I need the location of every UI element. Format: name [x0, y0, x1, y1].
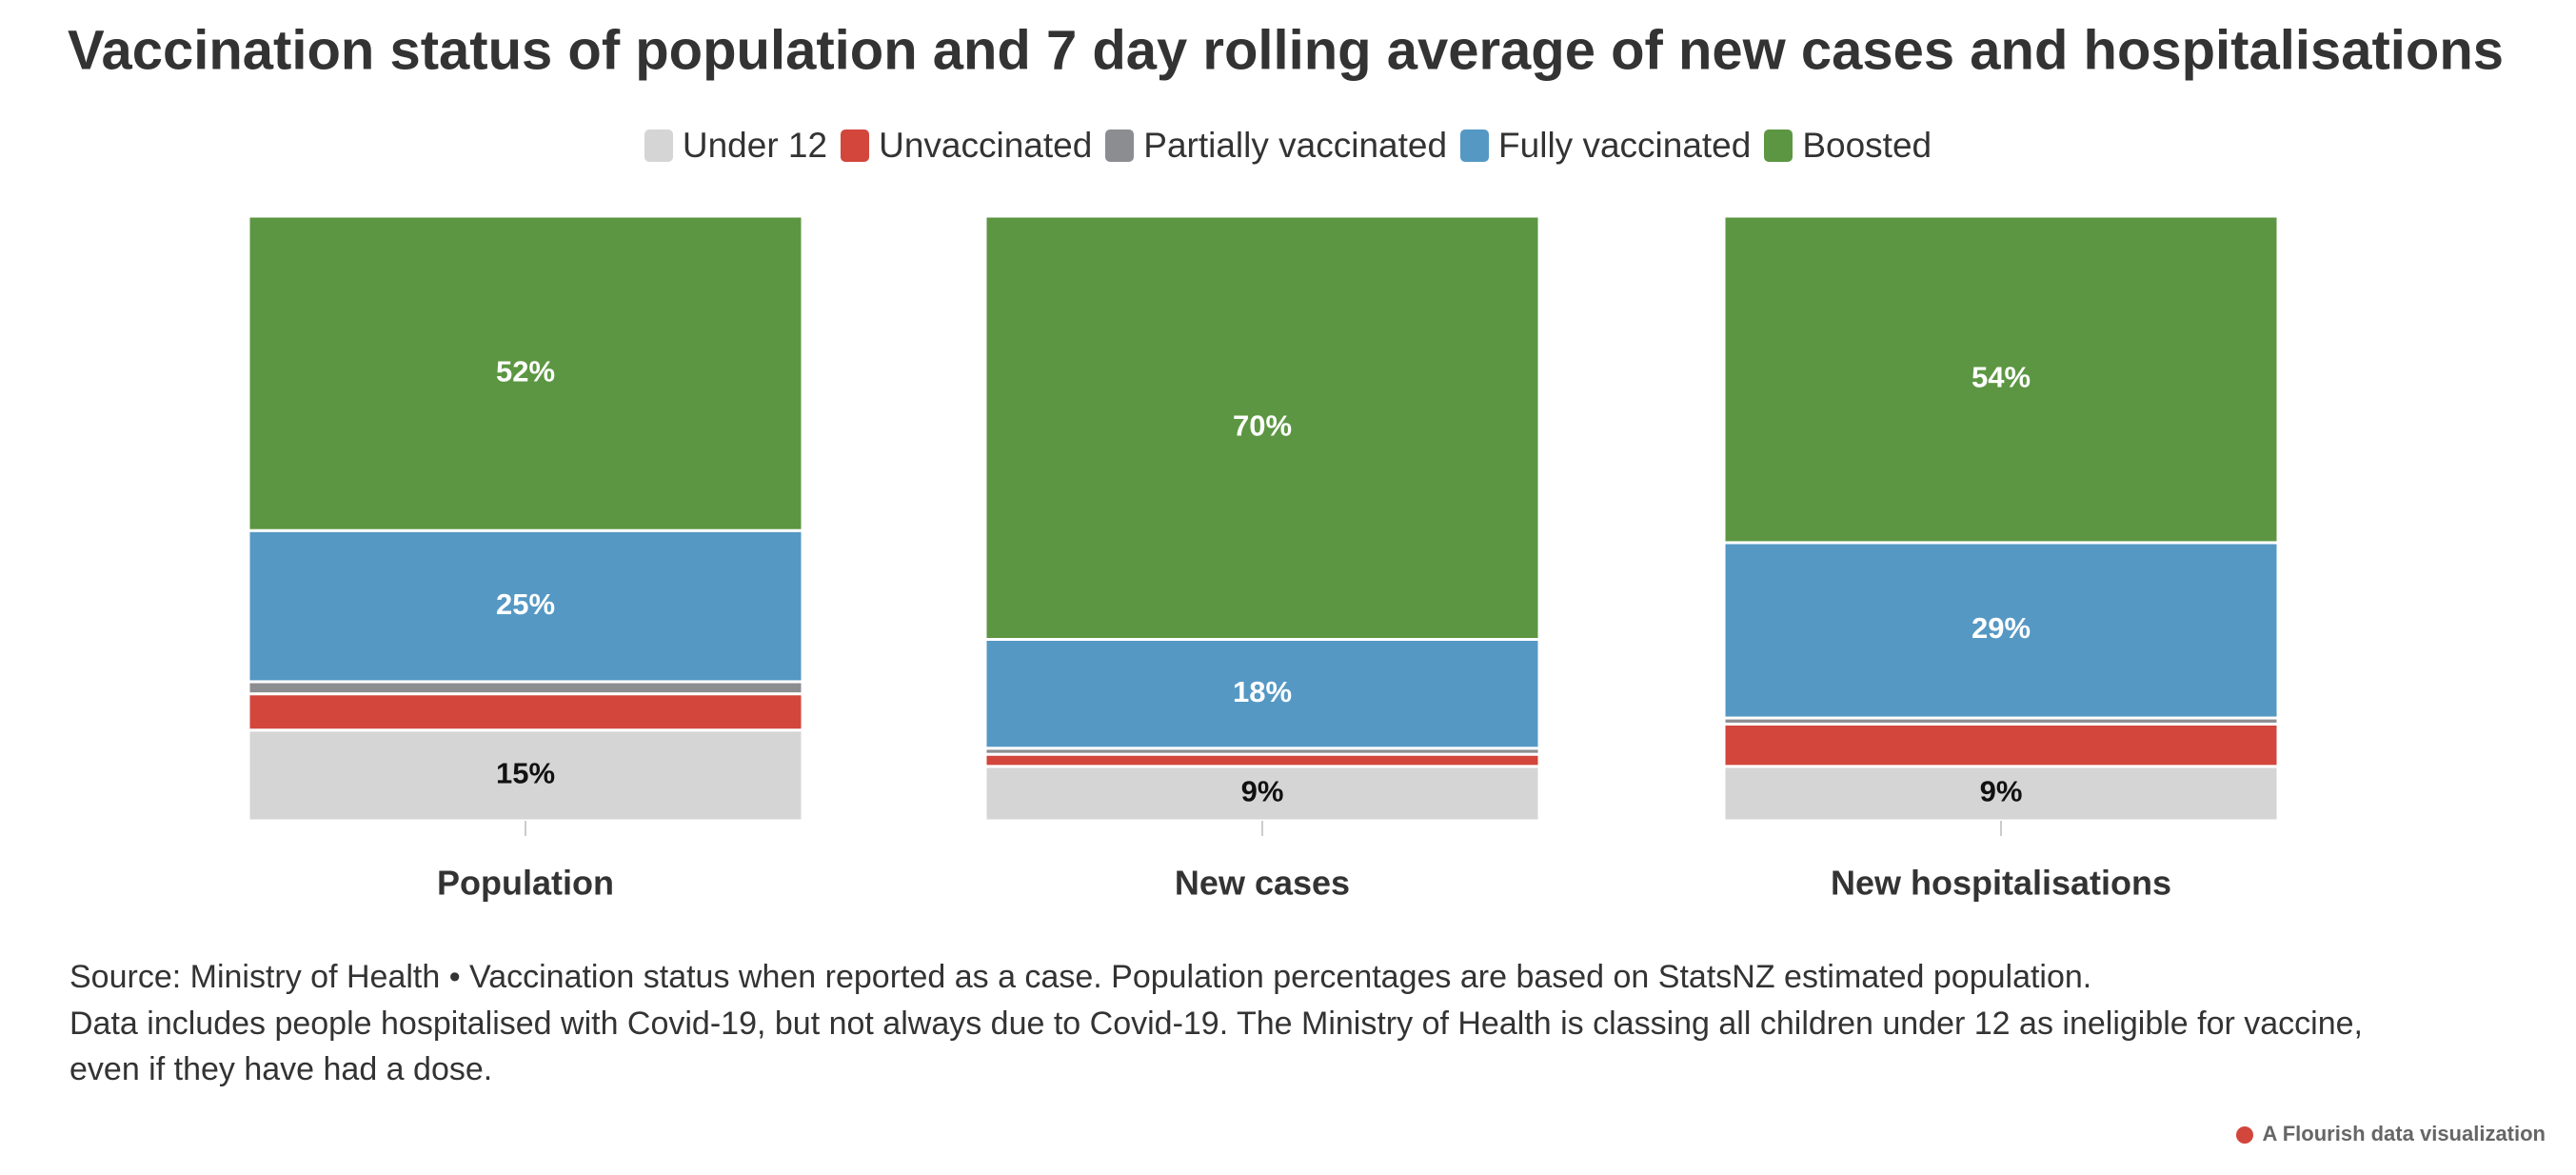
legend-item[interactable]: Unvaccinated: [841, 126, 1092, 166]
legend-label: Boosted: [1802, 126, 1932, 165]
legend-swatch: [1460, 129, 1490, 162]
data-label: 29%: [1972, 611, 2031, 645]
legend-item[interactable]: Under 12: [644, 126, 827, 166]
bar-segment: [247, 214, 804, 532]
legend: Under 12 Unvaccinated Partially vaccinated…: [0, 126, 2576, 166]
x-tick-label: New hospitalisations: [1831, 864, 2171, 903]
data-label: 9%: [1241, 775, 1284, 808]
legend-label: Partially vaccinated: [1143, 126, 1448, 165]
bar-segment: [1722, 214, 2280, 545]
data-label: 25%: [496, 588, 555, 621]
credit[interactable]: A Flourish data visualization: [2263, 1122, 2546, 1145]
data-label: 18%: [1233, 675, 1292, 708]
footnote: even if they have had a dose.: [69, 1051, 492, 1087]
footnote: Data includes people hospitalised with C…: [69, 1006, 2363, 1042]
bar-segment: [247, 528, 804, 684]
x-tick-label: New cases: [1175, 864, 1350, 903]
legend-swatch: [1105, 129, 1135, 162]
legend-item[interactable]: Partially vaccinated: [1105, 126, 1447, 166]
chart-title: Vaccination status of population and 7 d…: [68, 19, 2504, 81]
legend-swatch: [841, 129, 870, 162]
credit-icon: [2236, 1126, 2253, 1144]
bar-segment: [983, 638, 1541, 750]
legend-item[interactable]: Fully vaccinated: [1460, 126, 1751, 166]
legend-item[interactable]: Boosted: [1764, 126, 1932, 166]
data-label: 70%: [1233, 408, 1292, 442]
x-tick-label: Population: [437, 864, 614, 903]
legend-label: Under 12: [682, 126, 828, 165]
data-label: 9%: [1980, 775, 2023, 808]
bar-segment: [1722, 722, 2280, 768]
bar-segment: [247, 692, 804, 732]
bar-segment: [247, 680, 804, 696]
legend-swatch: [1764, 129, 1793, 162]
bar-segment: [1722, 541, 2280, 720]
legend-label: Fully vaccinated: [1498, 126, 1752, 165]
bar-segment: [983, 752, 1541, 768]
bar-segment: [247, 728, 804, 823]
footnote: Source: Ministry of Health • Vaccination…: [69, 959, 2091, 995]
data-label: 54%: [1972, 361, 2031, 394]
legend-label: Unvaccinated: [879, 126, 1093, 165]
legend-swatch: [644, 129, 673, 162]
data-label: 52%: [496, 354, 555, 388]
data-label: 15%: [496, 757, 555, 790]
bar-segment: [983, 214, 1541, 641]
